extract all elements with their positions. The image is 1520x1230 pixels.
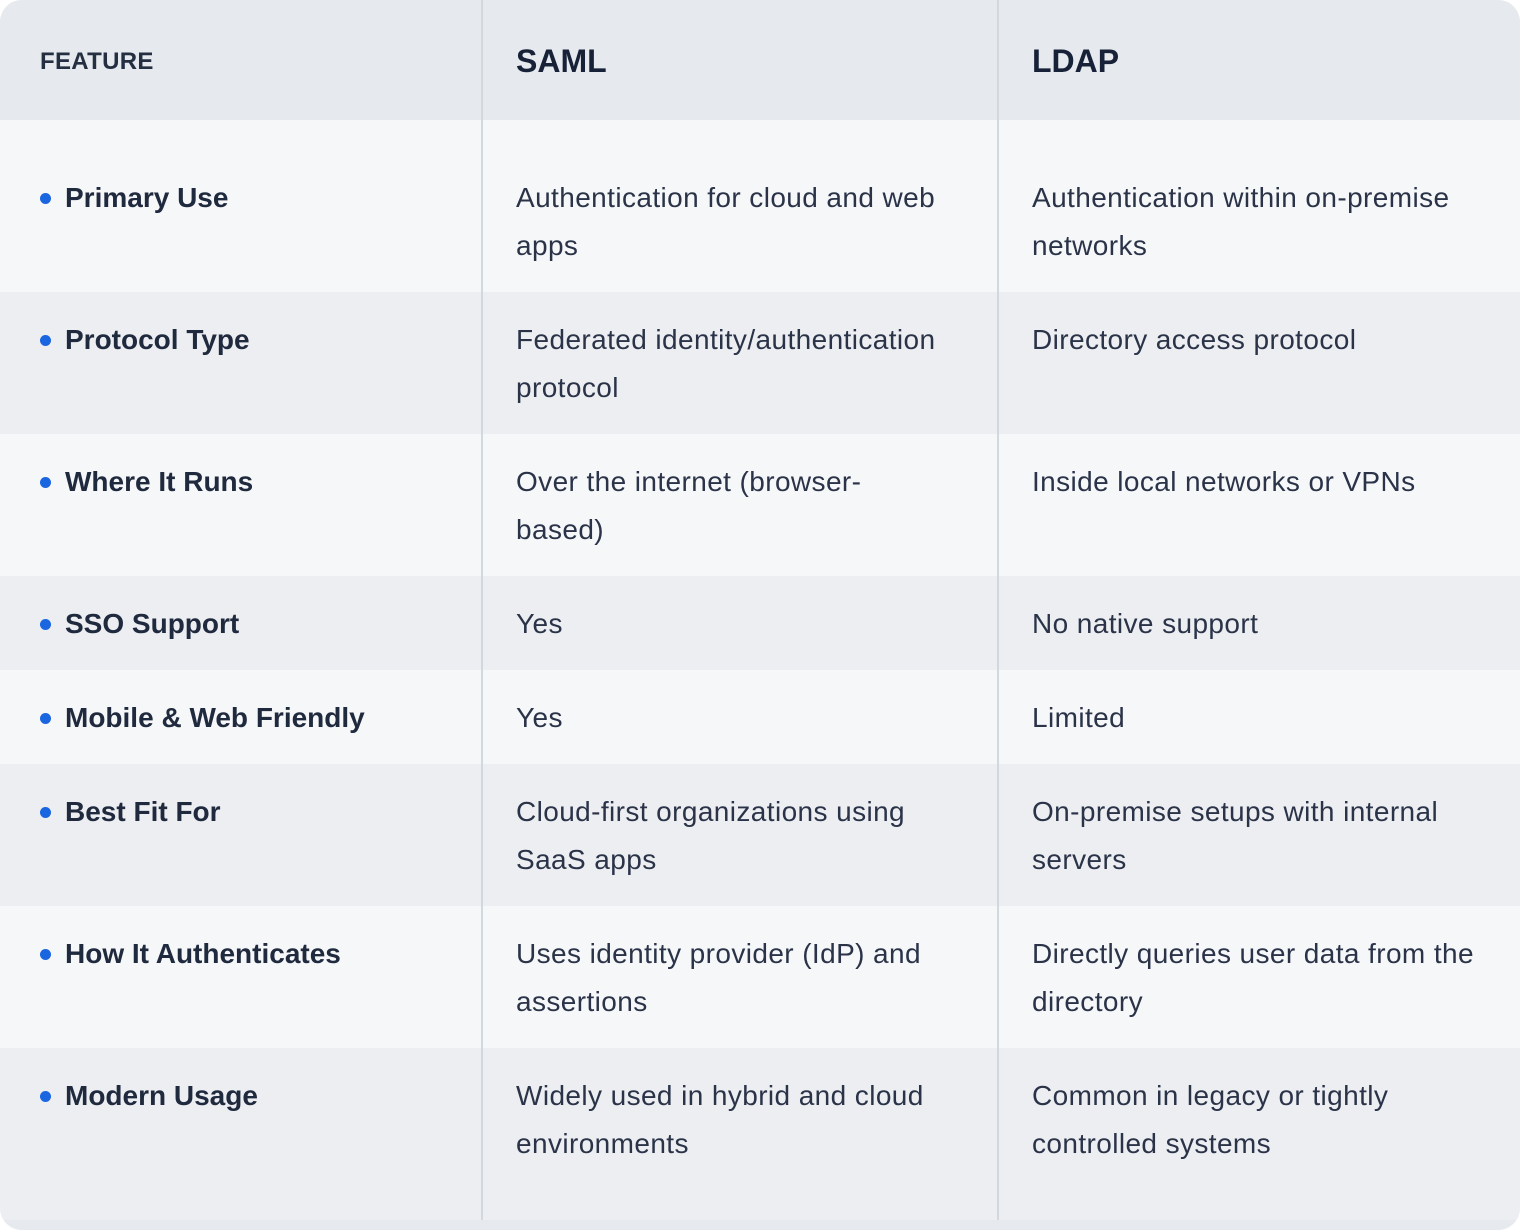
- feature-text: Primary Use: [65, 182, 229, 213]
- table-row: How It Authenticates Uses identity provi…: [0, 906, 1520, 1048]
- feature-label: Primary Use: [40, 181, 228, 215]
- saml-value: Yes: [516, 702, 563, 733]
- table-header-row: FEATURE SAML LDAP: [0, 0, 1520, 120]
- table-row: SSO Support Yes No native support: [0, 576, 1520, 670]
- feature-text: Protocol Type: [65, 324, 250, 355]
- ldap-value: Directory access protocol: [1032, 324, 1357, 355]
- table-row: Protocol Type Federated identity/authent…: [0, 292, 1520, 434]
- table-row: Mobile & Web Friendly Yes Limited: [0, 670, 1520, 764]
- feature-text: How It Authenticates: [65, 938, 341, 969]
- table-row: Best Fit For Cloud-first organizations u…: [0, 764, 1520, 906]
- saml-value: Cloud-first organizations using SaaS app…: [516, 796, 906, 875]
- header-ldap: LDAP: [1032, 43, 1120, 79]
- table-row: Primary Use Authentication for cloud and…: [0, 120, 1520, 292]
- bullet-dot-icon: [40, 806, 51, 818]
- column-divider: [481, 0, 483, 1220]
- bullet-dot-icon: [40, 1090, 51, 1102]
- feature-label: SSO Support: [40, 607, 239, 641]
- saml-value: Authentication for cloud and web apps: [516, 182, 936, 261]
- saml-value: Widely used in hybrid and cloud environm…: [516, 1080, 924, 1159]
- saml-value: Yes: [516, 608, 563, 639]
- table-bottom-edge: [0, 1220, 1520, 1230]
- feature-label: Where It Runs: [40, 465, 253, 499]
- saml-value: Uses identity provider (IdP) and asserti…: [516, 938, 921, 1017]
- feature-label: How It Authenticates: [40, 937, 341, 971]
- feature-label: Mobile & Web Friendly: [40, 701, 365, 735]
- feature-text: Where It Runs: [65, 466, 254, 497]
- bullet-dot-icon: [40, 476, 51, 488]
- column-divider: [997, 0, 999, 1220]
- bullet-dot-icon: [40, 192, 51, 204]
- ldap-value: No native support: [1032, 608, 1259, 639]
- ldap-value: On-premise setups with internal servers: [1032, 796, 1439, 875]
- feature-label: Best Fit For: [40, 795, 221, 829]
- bullet-dot-icon: [40, 334, 51, 346]
- ldap-value: Inside local networks or VPNs: [1032, 466, 1416, 497]
- ldap-value: Limited: [1032, 702, 1126, 733]
- feature-text: Best Fit For: [65, 796, 221, 827]
- ldap-value: Authentication within on-premise network…: [1032, 182, 1450, 261]
- bullet-dot-icon: [40, 712, 51, 724]
- bullet-dot-icon: [40, 948, 51, 960]
- table-row: Modern Usage Widely used in hybrid and c…: [0, 1048, 1520, 1220]
- ldap-value: Common in legacy or tightly controlled s…: [1032, 1080, 1389, 1159]
- ldap-value: Directly queries user data from the dire…: [1032, 938, 1474, 1017]
- header-feature: FEATURE: [40, 48, 154, 75]
- feature-label: Modern Usage: [40, 1079, 258, 1113]
- feature-text: SSO Support: [65, 608, 240, 639]
- bullet-dot-icon: [40, 618, 51, 630]
- saml-value: Over the internet (browser-based): [516, 466, 862, 545]
- feature-text: Modern Usage: [65, 1080, 258, 1111]
- feature-label: Protocol Type: [40, 323, 250, 357]
- feature-text: Mobile & Web Friendly: [65, 702, 365, 733]
- header-saml: SAML: [516, 43, 607, 79]
- table-row: Where It Runs Over the internet (browser…: [0, 434, 1520, 576]
- saml-value: Federated identity/authentication protoc…: [516, 324, 936, 403]
